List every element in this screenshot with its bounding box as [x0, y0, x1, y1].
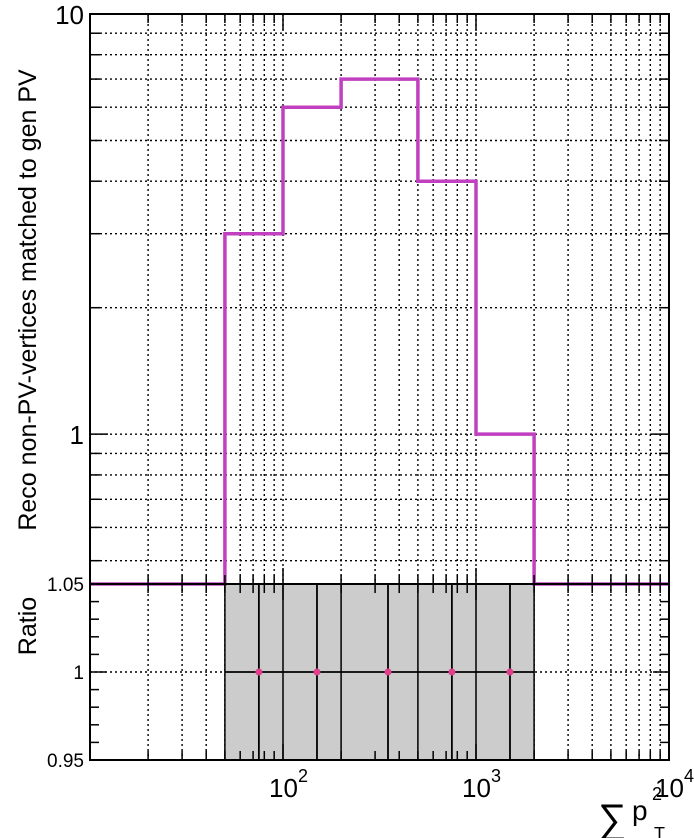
ratio-point — [506, 668, 514, 676]
ratio-point — [448, 668, 456, 676]
ratio-point — [384, 668, 392, 676]
x-tick-label-exponent: 3 — [491, 766, 501, 786]
y-tick-label: 1 — [70, 420, 84, 450]
x-axis-subscript: T — [654, 824, 665, 838]
top-panel-grid — [90, 14, 669, 584]
top-panel-frame — [89, 13, 670, 585]
ratio-y-tick-label: 1 — [73, 663, 84, 684]
x-axis-superscript: 2 — [652, 784, 662, 804]
y-axis-title-ratio: Ratio — [14, 597, 42, 655]
x-tick-label-exponent: 2 — [298, 766, 308, 786]
histogram-line — [90, 77, 669, 586]
y-tick-label: 10 — [55, 0, 84, 30]
ratio-point — [313, 668, 321, 676]
x-axis-sum-symbol: ∑ — [598, 797, 627, 838]
histogram-step — [90, 77, 669, 586]
x-axis-variable: p — [632, 795, 648, 826]
x-tick-label: 10 — [269, 773, 298, 803]
ratio-points — [224, 584, 535, 760]
ratio-y-tick-label: 0.95 — [47, 751, 84, 772]
ratio-point — [255, 668, 263, 676]
x-tick-label: 10 — [655, 773, 684, 803]
x-tick-label-exponent: 4 — [684, 766, 694, 786]
x-axis-title: ∑ p 2 T — [598, 784, 665, 838]
x-tick-label: 10 — [462, 773, 491, 803]
y-axis-title-top: Reco non-PV-vertices matched to gen PV — [14, 69, 42, 531]
axis-ticks — [90, 14, 669, 761]
ratio-y-tick-label: 1.05 — [47, 575, 84, 596]
